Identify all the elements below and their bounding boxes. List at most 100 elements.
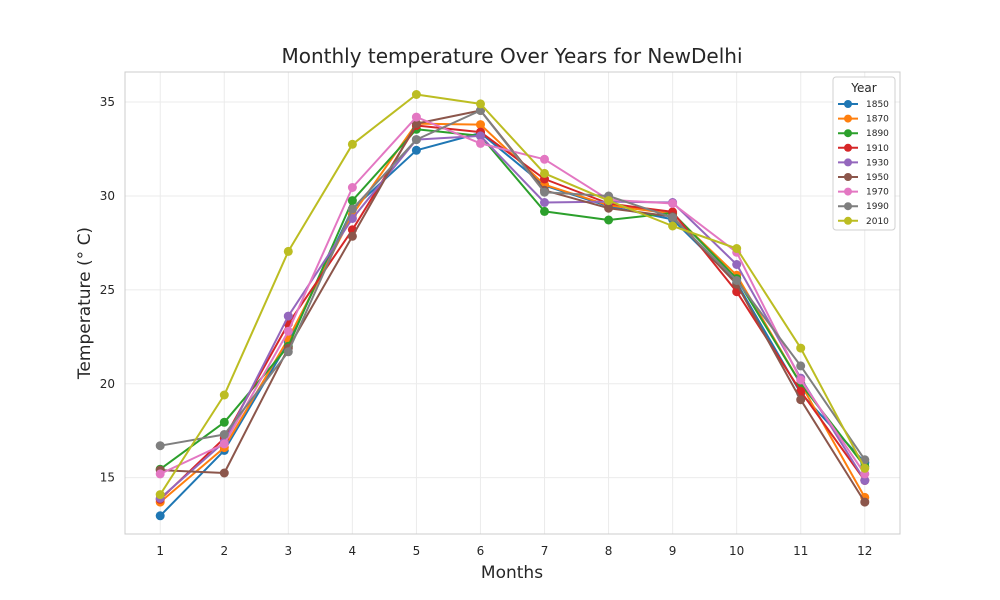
series-2010: [155, 90, 870, 500]
legend-marker: [844, 158, 852, 167]
data-point: [155, 469, 165, 479]
data-point: [347, 231, 357, 241]
data-point: [155, 490, 165, 500]
x-axis-ticks: 1 2 3 4 5 6 7 8 9 10 11 12: [156, 544, 872, 558]
data-point: [604, 196, 614, 206]
legend-item-1870: 1870: [838, 114, 889, 125]
legend-marker: [844, 100, 852, 108]
data-point: [283, 311, 293, 321]
series-1910: [155, 121, 870, 504]
data-point: [219, 430, 229, 439]
data-point: [796, 395, 806, 405]
legend-label: 1870: [866, 115, 889, 125]
data-point: [411, 90, 421, 99]
data-point: [860, 463, 870, 473]
series-line: [159, 93, 866, 496]
data-point: [604, 215, 614, 225]
y-axis-ticks: 15 20 25 30 35: [100, 95, 115, 485]
data-point: [796, 386, 806, 396]
x-tick-label: 6: [477, 544, 485, 558]
data-point: [347, 204, 357, 214]
x-tick-label: 12: [857, 544, 872, 558]
data-point: [347, 139, 357, 149]
data-point: [540, 187, 549, 197]
legend-label: 1930: [866, 158, 889, 168]
legend-label: 1850: [866, 100, 889, 110]
data-point: [860, 476, 870, 485]
data-point: [219, 468, 229, 478]
series-line: [159, 124, 866, 501]
legend-items: 1850 1870 1890 1910 1930 1950 1970 1990 2010: [838, 100, 889, 227]
legend-marker: [844, 143, 852, 152]
data-point: [476, 99, 485, 109]
legend-label: 1950: [866, 173, 889, 183]
x-axis-label: Months: [481, 563, 543, 583]
data-point: [411, 119, 421, 129]
x-tick-label: 7: [541, 544, 549, 558]
x-tick-label: 1: [156, 544, 164, 558]
data-point: [540, 206, 549, 216]
data-point: [540, 154, 549, 164]
data-point: [283, 347, 293, 357]
data-point: [796, 343, 806, 353]
data-point: [476, 120, 485, 130]
x-tick-label: 4: [349, 544, 357, 558]
data-point: [219, 417, 229, 427]
legend-item-1850: 1850: [838, 100, 889, 110]
chart-title: Monthly temperature Over Years for NewDe…: [281, 44, 742, 68]
series-1850: [155, 128, 870, 521]
data-point: [411, 135, 421, 145]
x-tick-label: 9: [669, 544, 677, 558]
legend-marker: [844, 216, 852, 225]
data-point: [411, 112, 421, 122]
y-tick-label: 20: [100, 377, 115, 391]
series-line: [160, 109, 866, 461]
legend-title: Year: [850, 81, 876, 95]
data-point: [668, 221, 678, 231]
x-tick-label: 8: [605, 544, 613, 558]
legend-marker: [844, 173, 852, 181]
data-point: [476, 131, 485, 141]
grid: [125, 72, 900, 534]
x-tick-label: 10: [729, 544, 744, 558]
x-tick-label: 5: [413, 544, 421, 558]
x-tick-label: 3: [285, 544, 293, 558]
data-point: [219, 439, 229, 449]
legend-item-1990: 1990: [838, 202, 889, 212]
series-1970: [155, 112, 870, 479]
legend-item-2010: 2010: [838, 216, 889, 227]
series-lines: [155, 90, 870, 521]
data-point: [219, 390, 229, 400]
legend-label: 1970: [866, 188, 889, 198]
y-tick-label: 35: [100, 95, 115, 109]
legend-marker: [844, 187, 852, 196]
series-line: [159, 122, 866, 503]
legend-item-1930: 1930: [838, 158, 889, 168]
data-point: [604, 203, 614, 213]
legend-label: 1910: [866, 144, 889, 154]
data-point: [155, 441, 165, 451]
data-point: [540, 168, 549, 178]
legend-marker: [844, 129, 852, 138]
series-1990: [155, 106, 870, 465]
data-point: [732, 260, 742, 269]
legend-item-1890: 1890: [838, 129, 889, 139]
y-axis-label: Temperature (° C): [75, 227, 95, 380]
data-point: [796, 375, 806, 385]
x-tick-label: 2: [220, 544, 228, 558]
y-tick-label: 25: [100, 283, 115, 297]
data-point: [283, 326, 293, 336]
legend-marker: [844, 202, 852, 211]
legend-item-1970: 1970: [838, 187, 889, 198]
data-point: [732, 276, 742, 285]
y-tick-label: 30: [100, 189, 115, 203]
data-point: [540, 198, 549, 207]
data-point: [668, 213, 678, 222]
legend-label: 1990: [866, 202, 889, 212]
data-point: [347, 183, 357, 192]
y-tick-label: 15: [100, 471, 115, 485]
series-line: [159, 134, 866, 500]
data-point: [155, 511, 165, 521]
data-point: [732, 244, 742, 253]
